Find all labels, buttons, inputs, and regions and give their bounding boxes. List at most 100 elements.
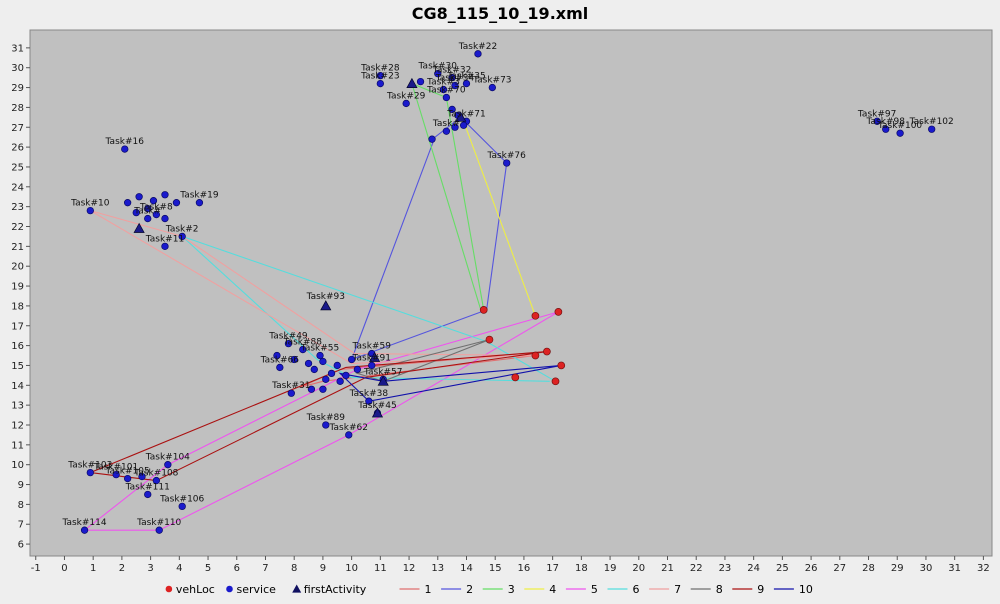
service-point-label: Task#29 xyxy=(386,91,426,101)
legend-label: 4 xyxy=(549,583,556,596)
x-tick-label: 12 xyxy=(403,563,416,574)
y-tick-label: 25 xyxy=(11,162,24,173)
service-point-label: Task#30 xyxy=(418,62,458,72)
point-layer xyxy=(80,50,936,534)
service-point xyxy=(376,72,384,80)
service-point-label: Task#106 xyxy=(159,494,204,504)
y-tick-label: 13 xyxy=(11,401,24,412)
service-point-label: Task#49 xyxy=(268,332,308,342)
service-point-label: Task#66 xyxy=(260,355,300,365)
legend-marker xyxy=(165,585,173,593)
service-point xyxy=(448,73,456,82)
service-point-label: Task# xyxy=(133,207,161,217)
service-point-label: Task#59 xyxy=(352,342,392,352)
x-tick-label: 21 xyxy=(661,563,674,574)
x-tick-label: 7 xyxy=(262,563,268,574)
service-point xyxy=(178,502,186,511)
x-tick-label: 18 xyxy=(575,563,588,574)
legend-label: 8 xyxy=(716,583,723,596)
x-tick-label: 5 xyxy=(205,563,211,574)
first-activity-marker xyxy=(406,77,418,88)
x-tick-label: 22 xyxy=(690,563,703,574)
service-point-label: Task#38 xyxy=(349,389,389,399)
service-point-label: Task#35 xyxy=(446,72,485,82)
vehloc-point xyxy=(554,308,563,316)
legend-marker xyxy=(292,584,302,593)
service-point xyxy=(304,359,313,368)
service-point-label: Task#100 xyxy=(877,121,922,131)
service-point xyxy=(503,159,511,167)
service-point-label: Task#11 xyxy=(145,234,184,244)
service-point xyxy=(882,125,890,133)
x-tick-label: 32 xyxy=(977,563,990,574)
service-point-label: Task#34 xyxy=(435,74,475,84)
service-point xyxy=(319,357,327,366)
service-point xyxy=(132,208,140,217)
vehloc-point xyxy=(531,311,540,320)
x-tick-label: 23 xyxy=(719,563,732,574)
service-point-label: Task#22 xyxy=(458,42,497,52)
y-tick-label: 11 xyxy=(11,440,24,451)
service-point-label: Task#57 xyxy=(363,367,402,377)
x-tick-label: 13 xyxy=(431,563,444,574)
service-point xyxy=(123,199,132,207)
vehloc-point xyxy=(485,335,494,344)
service-point xyxy=(273,351,281,360)
service-point xyxy=(442,93,451,102)
service-point xyxy=(138,472,146,481)
axis-layer: -1 0 1 2 3 4 5 6 7 8 9 10 11 12 13 14 15 16 17 18 19 20 21 22 23… xyxy=(11,43,989,574)
service-point xyxy=(928,125,936,133)
service-point xyxy=(327,369,336,378)
legend-label: 1 xyxy=(425,583,432,596)
service-point xyxy=(342,371,350,380)
service-point-label: Task#8 xyxy=(139,203,173,213)
y-tick-label: 12 xyxy=(11,420,24,431)
service-point xyxy=(164,461,172,469)
service-point-label: Task#91 xyxy=(352,353,391,363)
plot-area xyxy=(29,29,993,557)
service-point xyxy=(322,375,330,383)
legend-label: 7 xyxy=(674,583,681,596)
y-tick-label: 6 xyxy=(18,540,24,551)
service-point-label: Task#73 xyxy=(472,76,511,86)
service-point xyxy=(402,99,410,108)
x-tick-label: 26 xyxy=(805,563,818,574)
service-point-label: Task#2 xyxy=(165,224,199,234)
legend-label: 6 xyxy=(633,583,640,596)
service-point xyxy=(152,476,161,485)
x-tick-label: 30 xyxy=(920,563,933,574)
first-activity-marker xyxy=(371,407,384,418)
service-point xyxy=(345,431,353,439)
service-point-label: Task#102 xyxy=(909,117,954,127)
y-tick-label: 10 xyxy=(11,460,24,471)
service-point-label: Task#45 xyxy=(357,401,396,411)
service-point xyxy=(112,470,120,479)
x-tick-label: 29 xyxy=(891,563,904,574)
legend-label: 10 xyxy=(799,583,813,596)
series-line-3 xyxy=(411,82,485,311)
service-point xyxy=(368,361,376,370)
y-tick-label: 16 xyxy=(11,341,24,352)
legend-label: 9 xyxy=(757,583,764,596)
service-point-label: Task#76 xyxy=(486,151,526,161)
service-point-label: Task#71 xyxy=(446,109,485,119)
x-tick-label: 4 xyxy=(176,563,182,574)
service-point-label: Task#28 xyxy=(360,64,400,74)
service-point-label: Task# xyxy=(432,119,460,129)
vehloc-point xyxy=(543,347,551,356)
first-activity-marker xyxy=(320,300,332,311)
service-point xyxy=(448,105,456,114)
x-tick-label: 1 xyxy=(90,563,96,574)
y-tick-label: 30 xyxy=(11,63,24,74)
series-line-4 xyxy=(463,121,536,316)
service-point xyxy=(290,355,298,364)
first-activity-marker xyxy=(133,222,145,233)
x-tick-label: -1 xyxy=(31,563,41,574)
service-point xyxy=(451,123,459,131)
service-point xyxy=(287,389,295,397)
x-tick-label: 8 xyxy=(291,563,297,574)
y-tick-label: 14 xyxy=(11,381,24,392)
x-tick-label: 28 xyxy=(862,563,875,574)
